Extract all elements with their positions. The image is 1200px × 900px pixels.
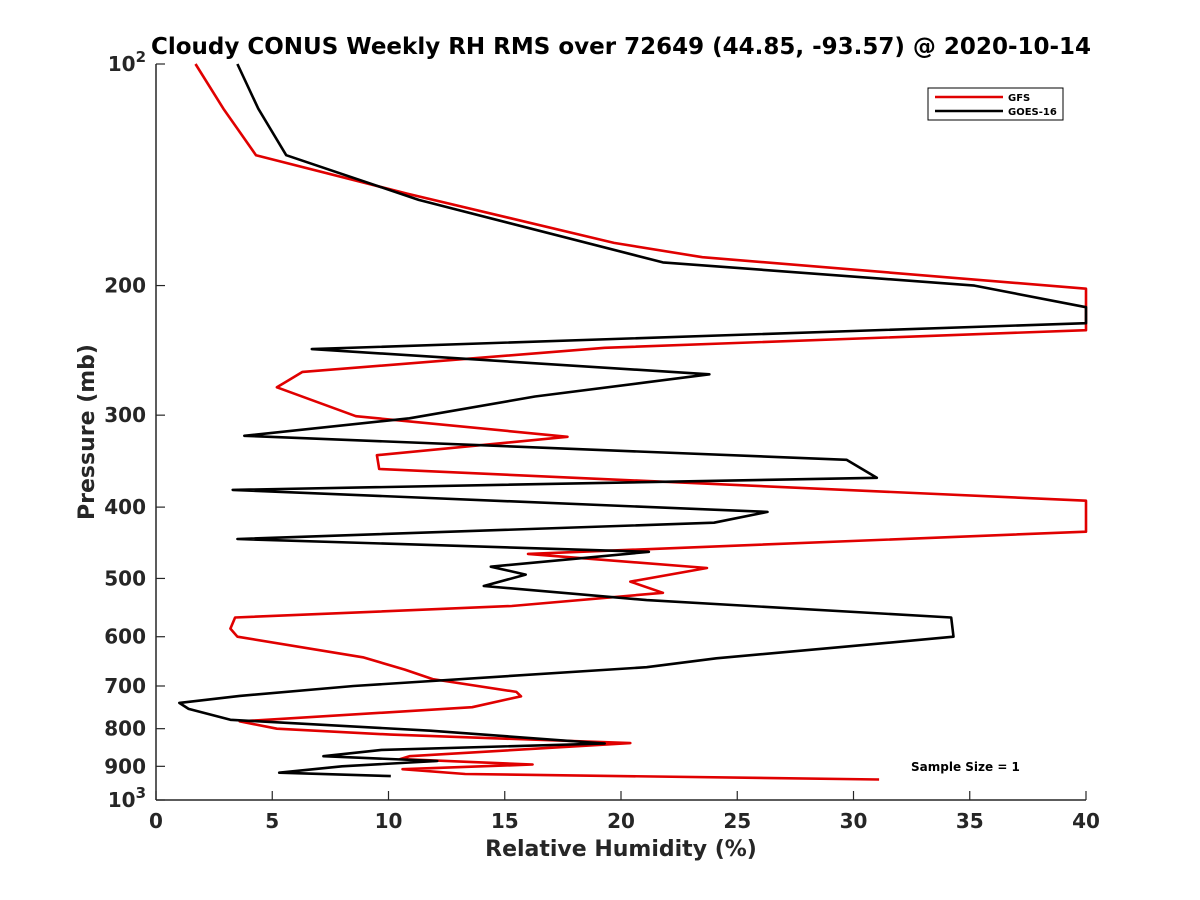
x-ticks: 0 5 10 15 20 25 30 35 40 [149, 791, 1100, 833]
series-layer [178, 63, 1088, 781]
x-tick-label: 25 [723, 809, 751, 833]
legend: GFS GOES-16 [927, 87, 1064, 121]
x-tick-label: 20 [607, 809, 635, 833]
y-axis-label: Pressure (mb) [75, 344, 100, 520]
y-tick-label: 800 [104, 717, 146, 741]
legend-box [927, 87, 1064, 121]
x-tick-label: 5 [265, 809, 279, 833]
x-tick-label: 10 [375, 809, 403, 833]
sample-size-annotation: Sample Size = 1 [911, 760, 1020, 774]
plot-background [156, 64, 1086, 800]
y-tick-label: 200 [104, 274, 146, 298]
y-tick-label: 102 [108, 48, 146, 76]
chart-title: Cloudy CONUS Weekly RH RMS over 72649 (4… [151, 34, 1091, 60]
x-tick-label: 40 [1072, 809, 1100, 833]
legend-label-gfs: GFS [1008, 93, 1030, 104]
x-tick-label: 35 [956, 809, 984, 833]
legend-label-goes16: GOES-16 [1008, 107, 1057, 118]
y-tick-label: 103 [108, 784, 146, 812]
plot-area [156, 64, 1086, 800]
x-tick-label: 30 [840, 809, 868, 833]
y-tick-label: 900 [104, 754, 146, 778]
y-tick-label: 600 [104, 625, 146, 649]
y-tick-label: 400 [104, 495, 146, 519]
x-tick-label: 0 [149, 809, 163, 833]
x-axis-label: Relative Humidity (%) [485, 837, 757, 862]
y-tick-label: 500 [104, 566, 146, 590]
y-ticks: 102 200 300 400 500 600 700 800 900 103 [104, 48, 165, 812]
series-line-goes-16 [178, 63, 1088, 778]
y-tick-label: 700 [104, 674, 146, 698]
x-tick-label: 15 [491, 809, 519, 833]
y-tick-label: 300 [104, 403, 146, 427]
